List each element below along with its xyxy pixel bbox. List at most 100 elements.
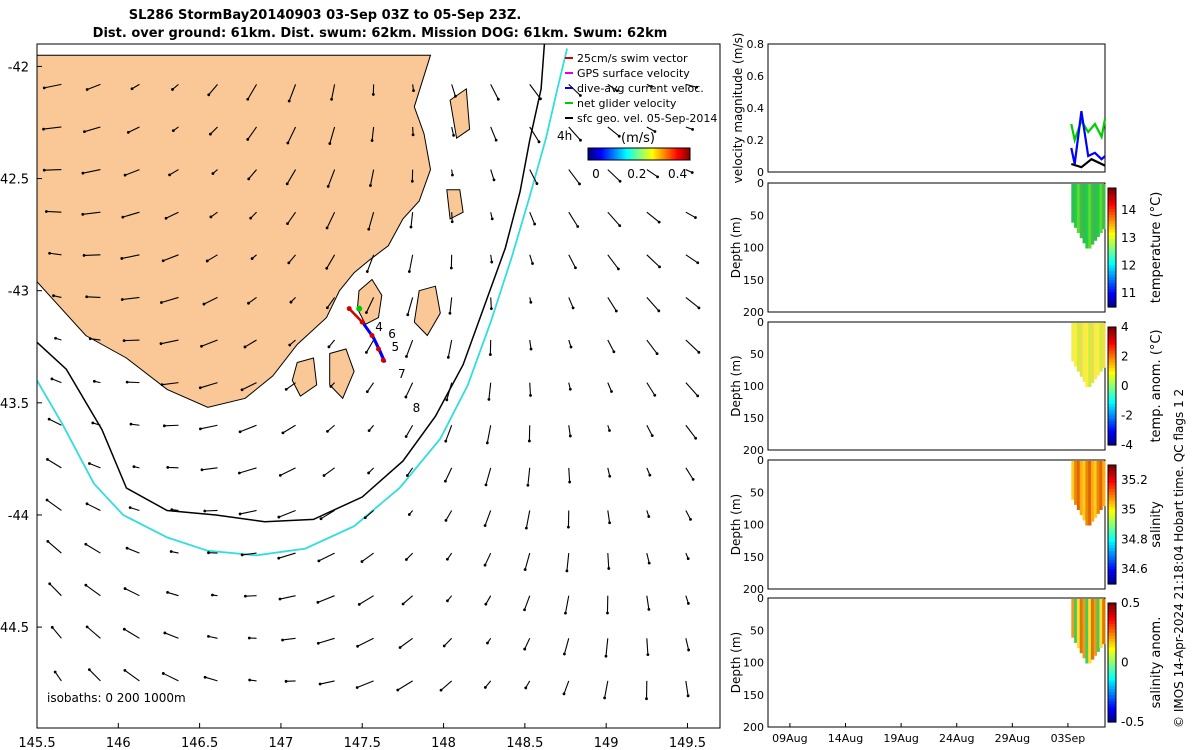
colorbar-cell — [632, 148, 634, 160]
velocity-arrow — [369, 169, 375, 186]
velocity-arrow-head — [288, 343, 292, 347]
velocity-arrow-head — [610, 390, 613, 393]
section-data-cell — [1079, 461, 1084, 516]
section-data-cell — [1096, 461, 1100, 514]
section-colorbar-cell — [1108, 394, 1116, 399]
velocity-arrow — [445, 510, 453, 521]
section-colorbar-cell — [1108, 436, 1116, 440]
velocity-arrow — [326, 211, 336, 229]
velocity-arrow — [287, 126, 297, 144]
section-colorbar-cell — [1108, 256, 1116, 260]
velocity-arrow — [128, 126, 140, 133]
velocity-arrow-head — [42, 86, 46, 90]
velocity-arrow-head — [690, 171, 694, 174]
section-colorbar-cell — [1108, 208, 1116, 213]
island-polygon — [449, 87, 471, 140]
velocity-arrow-head — [84, 583, 88, 587]
velocity-arrow-head — [488, 353, 492, 356]
section-colorbar-cell — [1108, 353, 1116, 358]
depth-tick-label: 50 — [750, 209, 764, 222]
section-data-cell — [1102, 461, 1106, 507]
section-data-cell — [1079, 599, 1084, 654]
section-colorbar-cell — [1108, 400, 1116, 405]
velocity-arrow-head — [496, 97, 500, 101]
velocity-arrow — [451, 84, 456, 97]
colorbar-cell — [611, 148, 613, 160]
section-colorbar-cell — [1108, 359, 1116, 363]
section-data-cell — [1088, 599, 1092, 664]
velocity-arrow — [646, 297, 660, 312]
velocity-arrow-head — [647, 561, 651, 565]
velocity-arrow — [320, 509, 335, 520]
velocity-arrow — [51, 378, 62, 384]
velocity-arrow — [605, 638, 609, 657]
section-colorbar-cell — [1108, 397, 1116, 402]
velocity-arrow-head — [696, 261, 700, 265]
section-colorbar-cell — [1108, 368, 1116, 372]
velocity-arrow — [164, 632, 179, 639]
glider-position — [376, 346, 381, 352]
colorbar-cell — [681, 148, 683, 160]
section-data-cell — [1096, 599, 1100, 652]
velocity-arrow-head — [164, 216, 168, 220]
velocity-arrow — [44, 169, 62, 171]
velocity-arrow-head — [246, 138, 250, 141]
velocity-arrow-head — [523, 568, 527, 571]
velocity-arrow — [46, 499, 62, 511]
colorbar-cell — [621, 148, 623, 160]
colorbar-cell — [641, 148, 643, 160]
velocity-arrow — [44, 83, 62, 89]
velocity-tick-label: 0 — [757, 166, 764, 179]
depth-ylabel: Depth (m) — [729, 632, 743, 693]
colorbar-cell — [589, 148, 591, 160]
velocity-arrow — [282, 424, 296, 434]
velocity-arrow — [326, 297, 336, 309]
depth-tick-label: 100 — [743, 380, 764, 393]
colorbar-cell — [594, 148, 596, 160]
colorbar-cell — [634, 148, 636, 160]
velocity-arrow — [449, 297, 453, 314]
velocity-arrow — [126, 547, 140, 554]
colorbar-cell — [656, 148, 658, 160]
section-colorbar-cell — [1108, 388, 1116, 393]
section-colorbar-cell — [1108, 533, 1116, 537]
section-colorbar-cell — [1108, 647, 1116, 652]
velocity-arrow-head — [689, 518, 692, 521]
velocity-arrow-head — [539, 97, 542, 101]
velocity-arrow-head — [85, 625, 89, 629]
colorbar-cell — [614, 148, 616, 160]
velocity-tick-label: 0.6 — [747, 70, 765, 83]
depth-tick-label: 150 — [743, 689, 764, 702]
section-data-cell — [1102, 323, 1106, 368]
section-colorbar-cell — [1108, 704, 1116, 708]
velocity-arrow-head — [238, 430, 242, 434]
section-colorbar-cell — [1108, 539, 1116, 543]
velocity-arrow — [484, 510, 492, 526]
velocity-arrow-head — [483, 524, 487, 527]
velocity-arrow-head — [444, 518, 448, 522]
velocity-arrow — [203, 296, 218, 305]
section-colorbar-cell — [1108, 229, 1116, 234]
velocity-arrow-head — [369, 184, 372, 187]
velocity-arrow — [646, 126, 656, 132]
velocity-arrow — [122, 296, 140, 301]
velocity-arrow — [607, 382, 613, 392]
section-colorbar-cell — [1108, 371, 1116, 375]
velocity-arrow-head — [646, 653, 650, 657]
velocity-arrow — [161, 382, 179, 386]
velocity-arrow-head — [82, 254, 86, 257]
section-colorbar-cell — [1108, 262, 1116, 266]
velocity-arrow — [685, 680, 689, 696]
velocity-arrow-head — [289, 300, 293, 304]
track-label: 6 — [388, 327, 396, 341]
velocity-arrow-head — [128, 506, 132, 510]
velocity-arrow — [646, 254, 660, 268]
velocity-arrow-head — [198, 386, 202, 390]
velocity-arrow-head — [410, 179, 414, 183]
velocity-arrow — [247, 84, 258, 100]
section-colorbar-cell — [1108, 650, 1116, 655]
velocity-arrow — [82, 169, 101, 174]
velocity-arrow — [405, 339, 414, 357]
section-colorbar-cell — [1108, 271, 1116, 275]
section-colorbar-cell — [1108, 235, 1116, 240]
